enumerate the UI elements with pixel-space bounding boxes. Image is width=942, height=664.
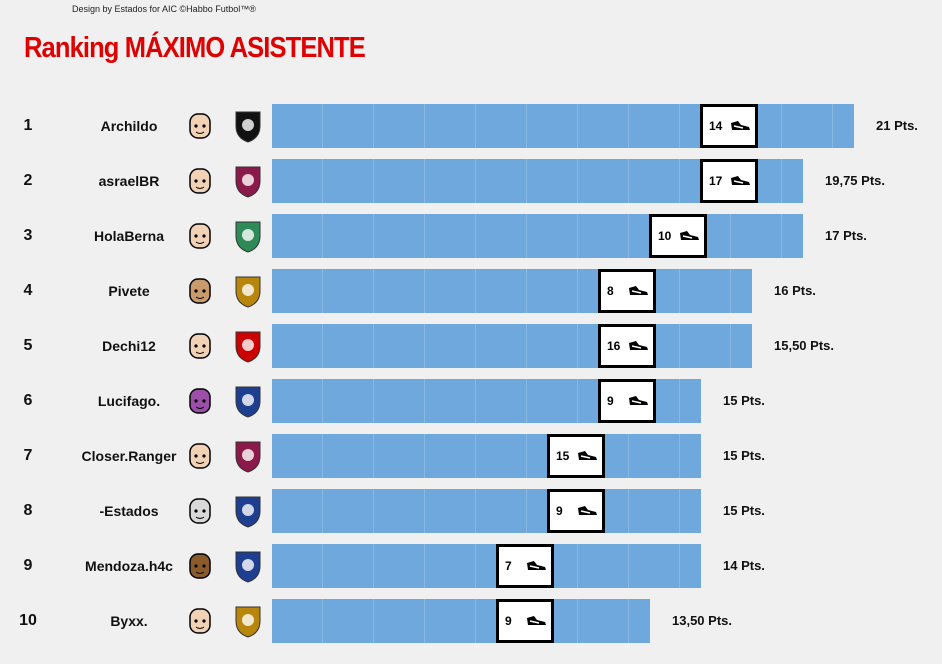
assists: 14 [709,119,723,133]
boot-icon [627,394,649,408]
assists-box: 16 [598,324,656,368]
points: 21 Pts. [876,118,918,133]
player-name: Pivete [108,283,150,299]
assists-box: 14 [700,104,758,148]
club-crest [232,163,264,198]
avatar [184,273,216,305]
assists-box: 7 [496,544,554,588]
assists: 7 [505,559,512,573]
assists: 10 [658,229,672,243]
assists: 8 [607,284,614,298]
assists-box: 9 [547,489,605,533]
avatar [184,438,216,470]
bar [272,434,701,478]
club-crest [232,548,264,583]
bar [272,214,803,258]
rank: 7 [23,447,33,464]
club-crest [232,603,264,638]
boot-icon [729,174,751,188]
rank: 4 [23,282,33,299]
boot-icon [678,229,700,243]
points: 17 Pts. [825,228,867,243]
player-name: HolaBerna [93,228,165,244]
boot-icon [525,559,547,573]
rank: 5 [23,337,33,354]
assists-box: 8 [598,269,656,313]
avatar [184,493,216,525]
points: 15 Pts. [723,448,765,463]
assists-box: 15 [547,434,605,478]
assists-box: 10 [649,214,707,258]
points: 15 Pts. [723,393,765,408]
title: Ranking MÁXIMO ASISTENTE [24,32,366,64]
bar [272,599,650,643]
club-crest [232,218,264,253]
boot-icon [627,284,649,298]
player-name: Lucifago. [97,393,161,409]
club-crest [232,493,264,528]
rank: 9 [23,557,33,574]
rank: 8 [23,502,33,519]
avatar [184,328,216,360]
club-crest [232,328,264,363]
assists: 9 [505,614,512,628]
assists-box: 17 [700,159,758,203]
points: 19,75 Pts. [825,173,885,188]
avatar [184,108,216,140]
boot-icon [576,504,598,518]
avatar [184,218,216,250]
player-name: -Estados [99,503,159,519]
assists: 15 [556,449,570,463]
credit: Design by Estados for AIC ©Habbo Futbol™… [72,4,256,14]
assists: 17 [709,174,723,188]
points: 13,50 Pts. [672,613,732,628]
player-name: Mendoza.h4c [85,558,173,574]
assists: 9 [607,394,614,408]
assists: 16 [607,339,621,353]
bar [272,104,854,148]
player-name: Dechi12 [102,338,156,354]
club-crest [232,438,264,473]
assists: 9 [556,504,563,518]
bar [272,269,752,313]
assists-box: 9 [598,379,656,423]
rank: 1 [23,117,33,134]
boot-icon [525,614,547,628]
bar [272,324,752,368]
points: 15 Pts. [723,503,765,518]
avatar [184,383,216,415]
assists-box: 9 [496,599,554,643]
rank: 2 [23,172,33,189]
boot-icon [627,339,649,353]
club-crest [232,383,264,418]
points: 14 Pts. [723,558,765,573]
player-name: Byxx. [110,613,148,629]
player-name: Archildo [100,118,158,134]
avatar [184,603,216,635]
points: 15,50 Pts. [774,338,834,353]
player-name: Closer.Ranger [81,448,177,464]
player-name: asraelBR [98,173,160,189]
club-crest [232,273,264,308]
rank: 3 [23,227,33,244]
bar [272,489,701,533]
bar [272,544,701,588]
rank: 6 [23,392,33,409]
boot-icon [729,119,751,133]
avatar [184,163,216,195]
avatar [184,548,216,580]
rank: 10 [19,612,37,629]
points: 16 Pts. [774,283,816,298]
boot-icon [576,449,598,463]
club-crest [232,108,264,143]
